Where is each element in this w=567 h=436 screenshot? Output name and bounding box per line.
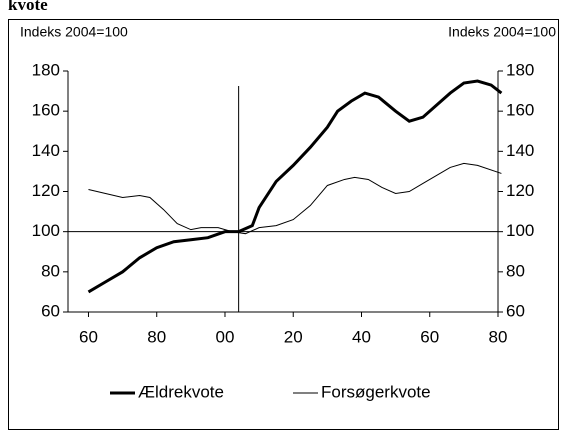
y-axis-label: Indeks 2004=100 (20, 24, 128, 40)
x-tick-label: 80 (489, 327, 508, 346)
y2-tick-label: 160 (506, 101, 534, 120)
x-tick-label: 80 (147, 327, 166, 346)
y-tick-label: 120 (32, 181, 60, 200)
legend-label: Ældrekvote (138, 382, 224, 401)
frame (8, 19, 559, 430)
y2-axis-label: Indeks 2004=100 (448, 24, 556, 40)
series-line (88, 162, 502, 235)
y-tick-label: 80 (41, 261, 60, 280)
x-tick-label: 00 (216, 327, 235, 346)
chart-title: kvote (8, 0, 48, 14)
y-tick-label: 180 (32, 60, 60, 79)
y2-tick-label: 60 (506, 301, 525, 320)
y2-tick-label: 100 (506, 221, 534, 240)
series-line (87, 79, 503, 294)
y2-tick-label: 80 (506, 261, 525, 280)
y-tick-label: 140 (32, 141, 60, 160)
x-tick-label: 60 (420, 327, 439, 346)
y-tick-label: 100 (32, 221, 60, 240)
x-tick-label: 20 (284, 327, 303, 346)
x-tick-label: 60 (79, 327, 98, 346)
y2-tick-label: 180 (506, 60, 534, 79)
legend-label: Forsøgerkvote (321, 382, 431, 401)
y-tick-label: 60 (41, 301, 60, 320)
x-tick-label: 40 (352, 327, 371, 346)
y2-tick-label: 120 (506, 181, 534, 200)
y-tick-label: 160 (32, 101, 60, 120)
y2-tick-label: 140 (506, 141, 534, 160)
